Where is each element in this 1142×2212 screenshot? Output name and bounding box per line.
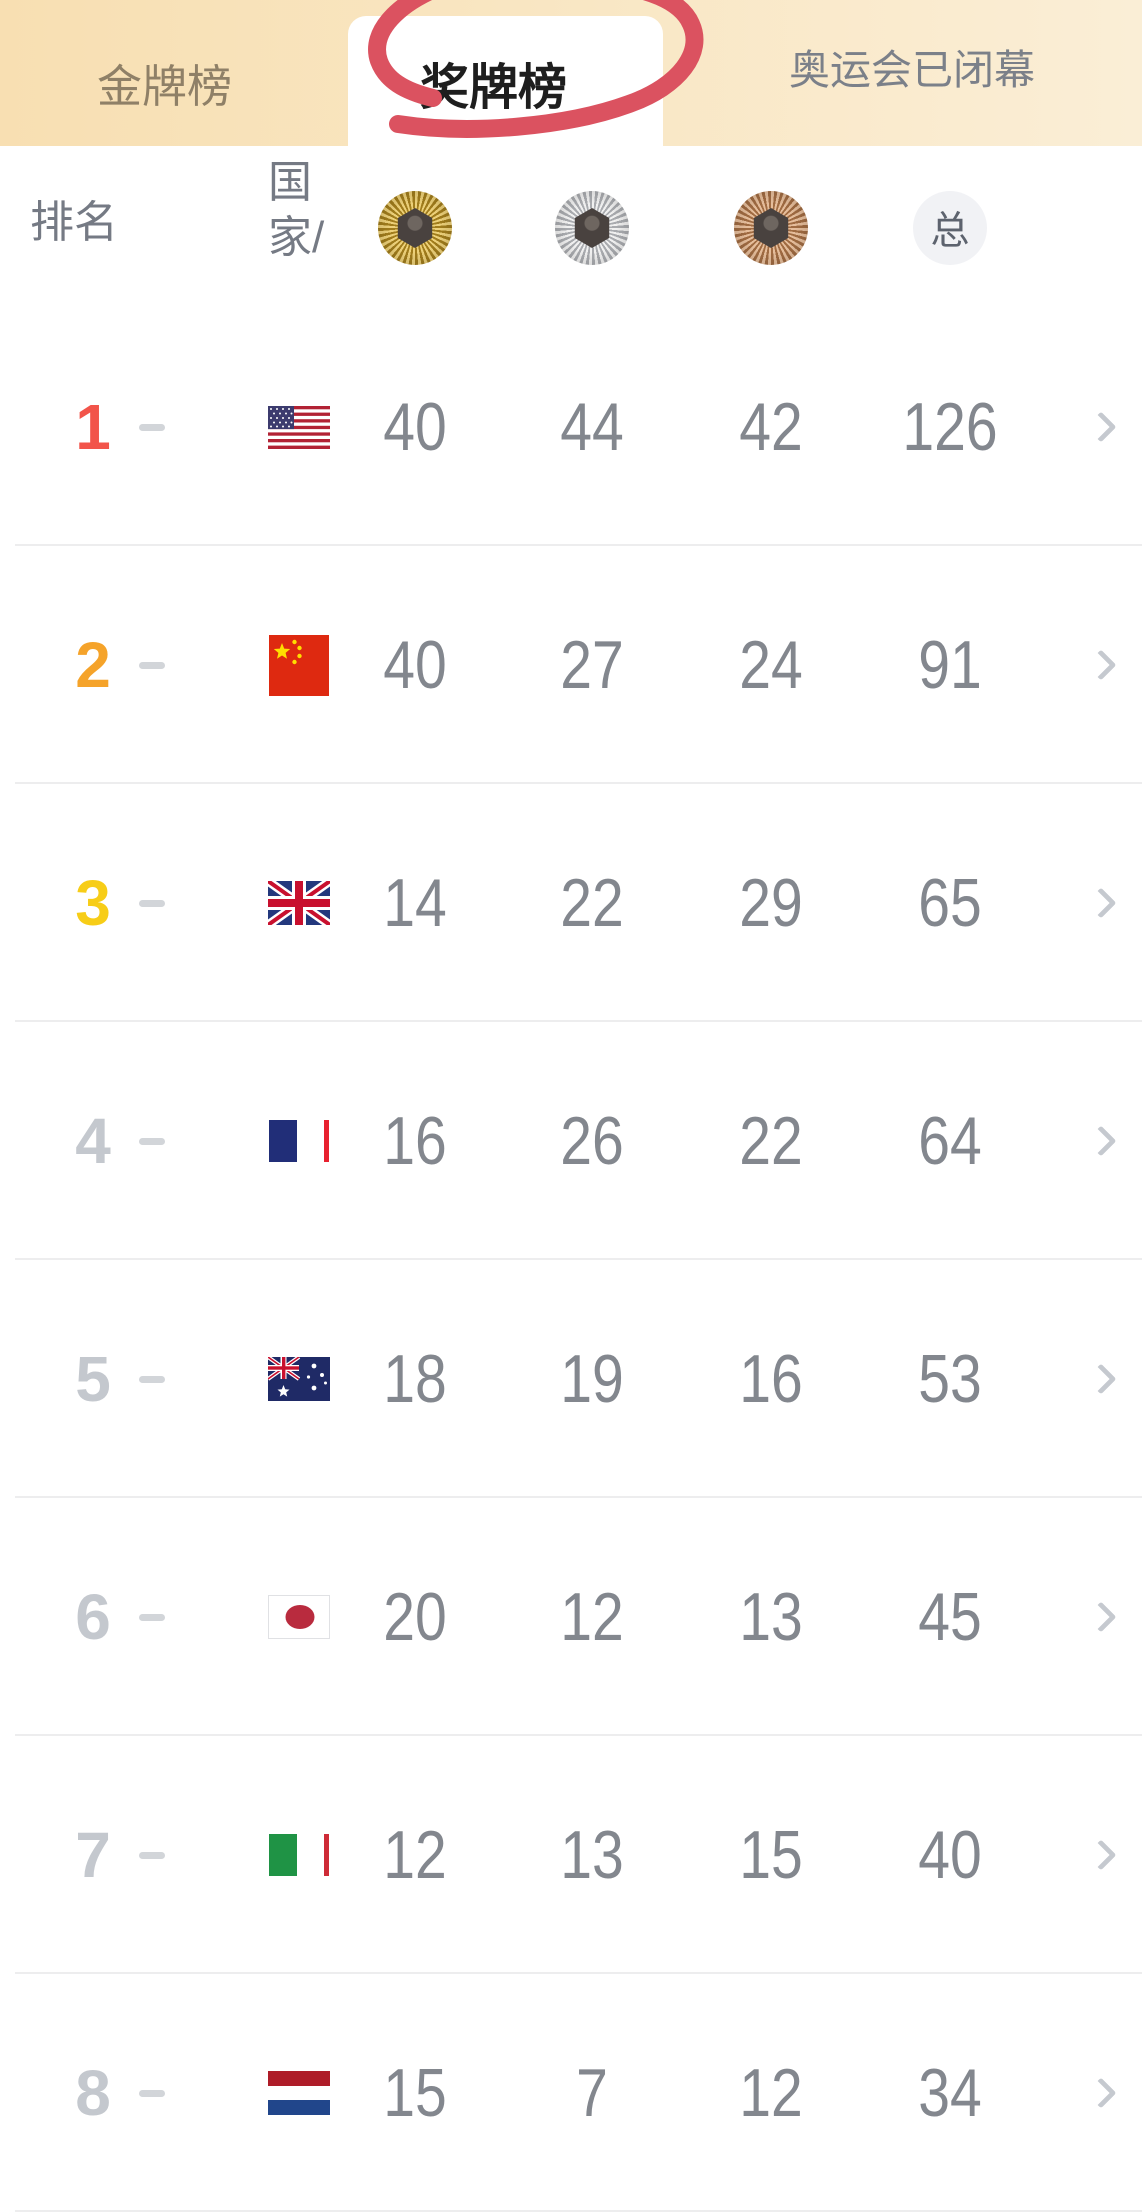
rank-number: 1 [75, 391, 111, 463]
total-count: 64 [918, 1103, 982, 1179]
bronze-count: 15 [739, 1817, 803, 1893]
gold-count: 40 [383, 389, 447, 465]
row-chevron [1085, 649, 1117, 681]
total-count: 45 [918, 1579, 982, 1655]
chevron-right-icon [1085, 1125, 1117, 1157]
silver-count: 27 [560, 627, 624, 703]
tab-bar: 金牌榜 奖牌榜 奥运会已闭幕 [0, 0, 1142, 146]
trend-dash-icon [139, 2089, 165, 2097]
trend-dash-icon [139, 1851, 165, 1859]
total-count: 91 [918, 627, 982, 703]
total-count: 65 [918, 865, 982, 941]
chevron-right-icon [1085, 649, 1117, 681]
tab-gold-ranking[interactable]: 金牌榜 [97, 61, 233, 112]
row-chevron [1085, 411, 1117, 443]
rank-number: 2 [75, 629, 111, 701]
trend-dash-icon [139, 1137, 165, 1145]
gold-count: 20 [383, 1579, 447, 1655]
table-header: 排名 国家/ 总 [0, 146, 1142, 308]
gold-count: 16 [383, 1103, 447, 1179]
gold-count: 14 [383, 865, 447, 941]
bronze-count: 12 [739, 2055, 803, 2131]
table-row-netherlands[interactable]: 8 15 7 12 34 [0, 1974, 1142, 2212]
medal-standings-list: 1 [0, 308, 1142, 2212]
bronze-count: 13 [739, 1579, 803, 1655]
flag-netherlands-icon [259, 2071, 339, 2115]
total-count: 40 [918, 1817, 982, 1893]
table-row-italy[interactable]: 7 12 13 15 40 [0, 1736, 1142, 1974]
gold-count: 12 [383, 1817, 447, 1893]
bronze-medal-icon [734, 191, 808, 265]
bronze-count: 16 [739, 1341, 803, 1417]
chevron-right-icon [1085, 887, 1117, 919]
table-row-usa[interactable]: 1 [0, 308, 1142, 546]
flag-australia-icon [259, 1357, 339, 1401]
rank-number: 8 [75, 2057, 111, 2129]
total-count: 53 [918, 1341, 982, 1417]
row-chevron [1085, 1363, 1117, 1395]
chevron-right-icon [1085, 411, 1117, 443]
rank-number: 4 [75, 1105, 111, 1177]
silver-count: 7 [576, 2055, 608, 2131]
gold-medal-icon [378, 191, 452, 265]
gold-count: 15 [383, 2055, 447, 2131]
row-chevron [1085, 1125, 1117, 1157]
silver-count: 22 [560, 865, 624, 941]
trend-dash-icon [139, 423, 165, 431]
trend-dash-icon [139, 661, 165, 669]
bronze-count: 24 [739, 627, 803, 703]
row-chevron [1085, 2077, 1117, 2109]
row-chevron [1085, 1839, 1117, 1871]
trend-dash-icon [139, 1613, 165, 1621]
rank-number: 7 [75, 1819, 111, 1891]
silver-count: 13 [560, 1817, 624, 1893]
silver-count: 44 [560, 389, 624, 465]
flag-china-icon [259, 634, 339, 696]
tab-medal-ranking-active[interactable]: 奖牌榜 [420, 61, 568, 115]
bronze-count: 29 [739, 865, 803, 941]
rank-number: 3 [75, 867, 111, 939]
flag-italy-icon [259, 1834, 339, 1876]
table-row-great-britain[interactable]: 3 14 22 29 65 [0, 784, 1142, 1022]
rank-column-header: 排名 [30, 198, 118, 247]
bronze-count: 42 [739, 389, 803, 465]
total-label: 总 [930, 210, 970, 253]
gold-count: 18 [383, 1341, 447, 1417]
chevron-right-icon [1085, 1601, 1117, 1633]
olympics-closed-status: 奥运会已闭幕 [789, 47, 1035, 93]
silver-medal-icon [555, 191, 629, 265]
flag-great-britain-icon [259, 881, 339, 925]
country-column-header: 国家/ [268, 158, 325, 262]
table-row-australia[interactable]: 5 [0, 1260, 1142, 1498]
silver-count: 19 [560, 1341, 624, 1417]
trend-dash-icon [139, 1375, 165, 1383]
chevron-right-icon [1085, 1839, 1117, 1871]
total-count: 126 [902, 389, 998, 465]
total-column-header: 总 [913, 191, 987, 265]
chevron-right-icon [1085, 2077, 1117, 2109]
table-row-china[interactable]: 2 40 27 24 91 [0, 546, 1142, 784]
rank-number: 5 [75, 1343, 111, 1415]
row-chevron [1085, 1601, 1117, 1633]
trend-dash-icon [139, 899, 165, 907]
silver-count: 26 [560, 1103, 624, 1179]
silver-count: 12 [560, 1579, 624, 1655]
gold-count: 40 [383, 627, 447, 703]
rank-number: 6 [75, 1581, 111, 1653]
flag-united-states-icon [259, 405, 339, 449]
row-chevron [1085, 887, 1117, 919]
flag-france-icon [259, 1120, 339, 1162]
bronze-count: 22 [739, 1103, 803, 1179]
total-count: 34 [918, 2055, 982, 2131]
table-row-france[interactable]: 4 16 26 22 64 [0, 1022, 1142, 1260]
chevron-right-icon [1085, 1363, 1117, 1395]
table-row-japan[interactable]: 6 20 12 13 45 [0, 1498, 1142, 1736]
flag-japan-icon [259, 1595, 339, 1639]
